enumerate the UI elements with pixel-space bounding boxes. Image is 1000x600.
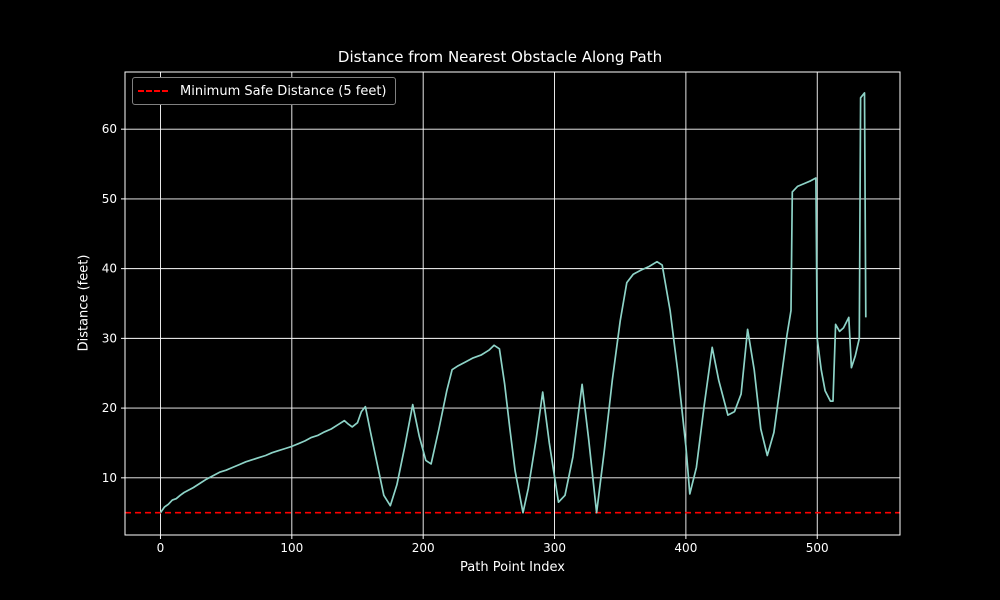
x-tick-label: 0 xyxy=(157,541,165,555)
y-tick-label: 20 xyxy=(102,401,117,415)
legend: Minimum Safe Distance (5 feet) xyxy=(132,77,396,105)
y-tick-label: 30 xyxy=(102,331,117,345)
distance-series-line xyxy=(159,92,867,514)
x-tick-label: 100 xyxy=(280,541,303,555)
y-tick-label: 10 xyxy=(102,471,117,485)
x-axis-label: Path Point Index xyxy=(460,560,565,575)
y-tick-label: 40 xyxy=(102,262,117,276)
legend-dashed-line-icon xyxy=(138,90,168,92)
chart-title: Distance from Nearest Obstacle Along Pat… xyxy=(337,48,663,66)
y-tick-label: 50 xyxy=(102,192,117,206)
x-tick-label: 400 xyxy=(674,541,697,555)
x-tick-label: 500 xyxy=(806,541,829,555)
grid-lines xyxy=(125,72,900,535)
x-tick-label: 200 xyxy=(412,541,435,555)
plot-area-frame xyxy=(124,71,901,536)
y-axis-label: Distance (feet) xyxy=(76,254,92,352)
x-tick-label: 300 xyxy=(543,541,566,555)
x-axis-ticks: 0 100 200 300 400 500 xyxy=(157,535,829,555)
legend-label-min-safe-distance: Minimum Safe Distance (5 feet) xyxy=(180,83,387,99)
y-tick-label: 60 xyxy=(102,122,117,136)
y-axis-ticks: 10 20 30 40 50 60 xyxy=(102,122,125,485)
